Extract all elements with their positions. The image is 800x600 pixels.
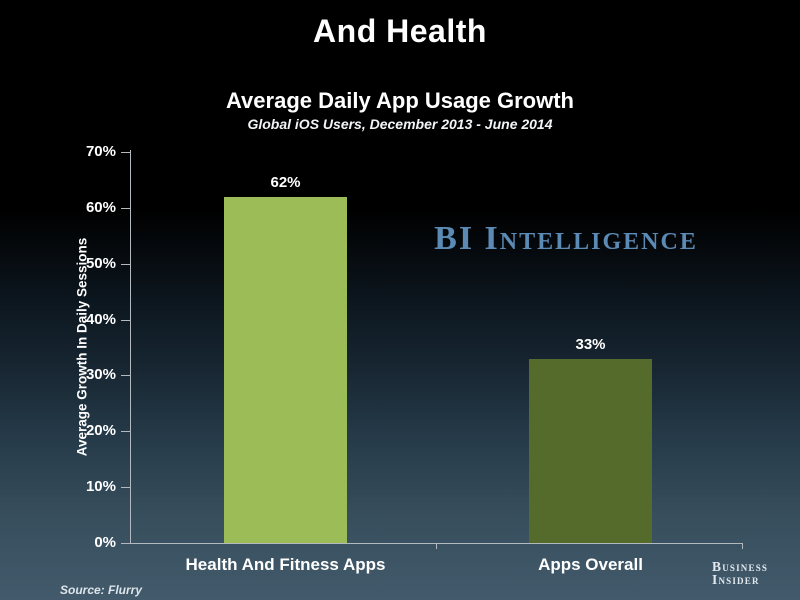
y-tick-label: 40% [85, 310, 116, 328]
chart-title: Average Daily App Usage Growth [225, 88, 574, 113]
business-insider-logo: Business Insider [712, 559, 769, 587]
x-axis-tick [436, 543, 437, 549]
category-label: Health And Fitness Apps [185, 555, 386, 574]
y-tick-mark [121, 375, 130, 377]
bar-0 [224, 196, 347, 543]
y-axis-line [130, 150, 131, 544]
y-tick-label: 60% [85, 198, 116, 216]
bi-intelligence-watermark: BI Intelligence [434, 220, 698, 257]
y-tick-label: 50% [85, 254, 116, 272]
y-tick-label: 20% [85, 422, 116, 440]
y-tick-label: 0% [94, 534, 116, 551]
category-label: Apps Overall [538, 555, 643, 574]
y-tick-label: 70% [85, 143, 116, 160]
bar-value-label: 62% [270, 173, 301, 191]
y-tick-label: 10% [85, 478, 116, 496]
y-tick-label: 30% [85, 366, 116, 384]
source-note: Source: Flurry [60, 583, 143, 597]
y-tick-mark [121, 543, 130, 544]
chart-subtitle: Global iOS Users, December 2013 - June 2… [247, 116, 553, 132]
bar-value-label: 33% [575, 335, 606, 353]
y-tick-mark [121, 319, 130, 321]
bar-1 [529, 358, 652, 543]
y-tick-mark [121, 263, 130, 265]
slide-title: And Health [313, 13, 487, 49]
y-tick-mark [121, 487, 130, 489]
y-tick-mark [121, 431, 130, 433]
logo-line-insider: Insider [712, 571, 760, 587]
y-tick-mark [121, 207, 130, 209]
y-tick-mark [121, 152, 130, 153]
logo-line-business: Business [712, 559, 769, 574]
x-axis-tick [742, 543, 743, 549]
